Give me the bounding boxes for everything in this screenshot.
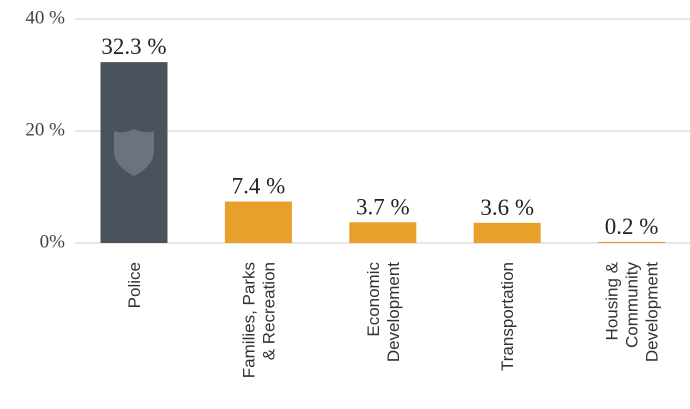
x-tick-label: Transportation <box>498 262 517 371</box>
value-label: 0.2 % <box>605 214 659 239</box>
x-tick-label: Development <box>643 262 662 362</box>
x-tick-label: & Recreation <box>259 262 278 360</box>
x-tick-label: Police <box>125 262 144 308</box>
y-tick-label: 0% <box>40 231 66 252</box>
y-tick-label: 20 % <box>25 119 65 140</box>
value-label: 3.7 % <box>356 194 410 219</box>
bar <box>349 222 417 243</box>
bar <box>473 222 541 243</box>
y-tick-label: 40 % <box>25 7 65 28</box>
value-label: 3.6 % <box>480 195 534 220</box>
bar <box>598 241 666 243</box>
x-tick-label: Economic <box>364 262 383 337</box>
value-label: 7.4 % <box>232 174 286 199</box>
value-label: 32.3 % <box>101 34 166 59</box>
x-tick-label: Development <box>384 262 403 362</box>
labels: 0% 20 % 40 % 32.3 % Police 7.4 % Families, Par… <box>25 7 661 378</box>
x-tick-label: Community <box>623 262 642 348</box>
x-tick-label: Housing & <box>603 261 622 340</box>
bar <box>224 201 292 243</box>
police-shield-icon <box>114 129 154 176</box>
x-tick-label: Families, Parks <box>239 262 258 378</box>
